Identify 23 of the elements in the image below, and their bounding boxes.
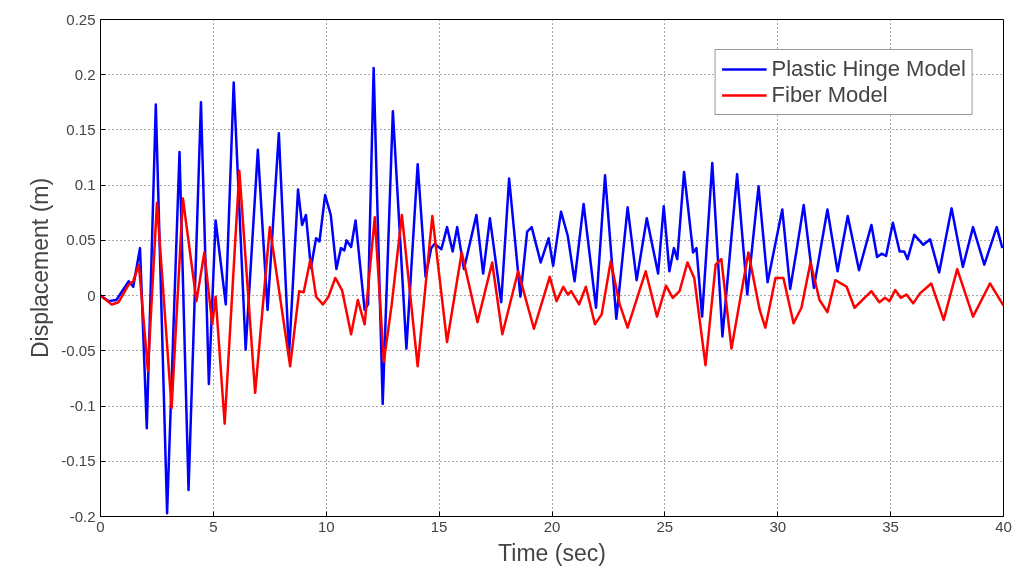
x-tick-label: 25 bbox=[656, 517, 674, 535]
x-tick-label: 5 bbox=[209, 517, 218, 535]
y-tick-label: 0 bbox=[87, 286, 96, 304]
y-tick-label: -0.15 bbox=[61, 452, 96, 470]
x-tick-label: 15 bbox=[430, 517, 448, 535]
y-tick-label: 0.05 bbox=[66, 231, 96, 249]
y-tick-label: 0.15 bbox=[66, 120, 96, 138]
y-tick-label: 0.1 bbox=[74, 176, 96, 194]
y-tick-label: -0.1 bbox=[69, 397, 96, 415]
x-tick-label: 10 bbox=[317, 517, 335, 535]
legend-label: Plastic Hinge Model bbox=[771, 56, 966, 82]
y-tick-label: 0.2 bbox=[74, 65, 96, 83]
y-tick-label: -0.05 bbox=[61, 341, 96, 359]
y-axis-title: Displacement (m) bbox=[27, 177, 54, 359]
x-tick-label: 30 bbox=[769, 517, 787, 535]
x-axis-title: Time (sec) bbox=[498, 539, 606, 566]
y-tick-label: -0.2 bbox=[69, 507, 96, 525]
x-tick-label: 20 bbox=[543, 517, 561, 535]
line-series bbox=[100, 169, 1004, 425]
legend-label: Fiber Model bbox=[771, 82, 888, 108]
x-tick-label: 40 bbox=[995, 517, 1012, 535]
x-tick-label: 35 bbox=[882, 517, 899, 535]
y-tick-label: 0.25 bbox=[66, 10, 96, 28]
